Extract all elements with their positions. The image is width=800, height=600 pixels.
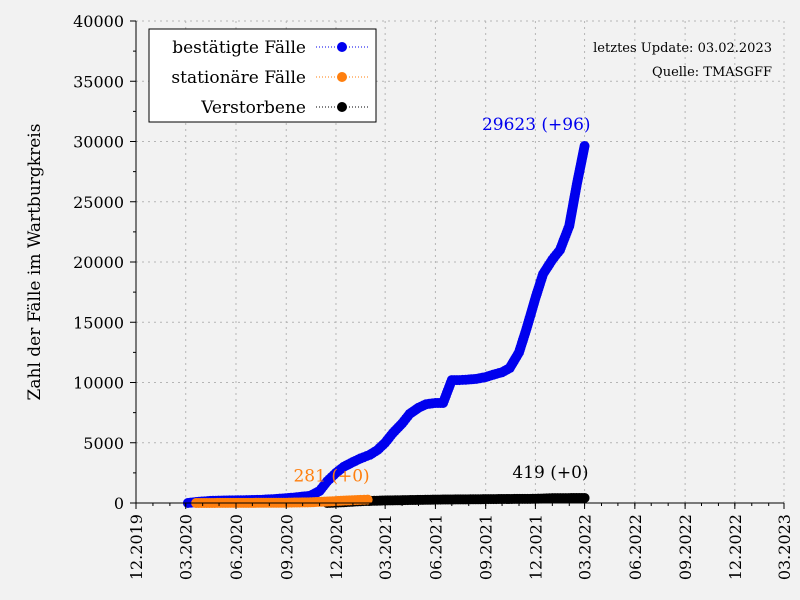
data-point xyxy=(579,492,590,503)
y-tick-label: 20000 xyxy=(73,253,124,272)
legend-marker xyxy=(337,42,347,52)
x-tick-label: 03.2022 xyxy=(576,514,595,580)
x-tick-label: 03.2020 xyxy=(177,514,196,580)
legend: bestätigte Fälle stationäre Fälle Verstorb… xyxy=(148,28,377,123)
x-tick-label: 03.2021 xyxy=(376,514,395,580)
legend-label: Verstorbene xyxy=(200,98,306,118)
x-tick-label: 03.2023 xyxy=(775,514,794,580)
x-tick-label: 12.2020 xyxy=(327,514,346,580)
x-tick-label: 12.2022 xyxy=(726,514,745,580)
y-tick-label: 0 xyxy=(114,494,124,513)
data-point xyxy=(362,494,373,505)
series-annotation: 419 (+0) xyxy=(512,463,588,483)
y-tick-label: 35000 xyxy=(73,72,124,91)
legend-label: bestätigte Fälle xyxy=(172,38,306,58)
y-tick-label: 40000 xyxy=(73,12,124,31)
x-tick-label: 06.2021 xyxy=(426,514,445,580)
legend-marker xyxy=(337,72,347,82)
x-tick-label: 06.2022 xyxy=(626,514,645,580)
axes: 0 5000 10000 15000 20000 25000 30000 35000 40000… xyxy=(73,12,794,580)
y-tick-label: 5000 xyxy=(83,434,124,453)
x-tick-label: 12.2021 xyxy=(526,514,545,580)
x-tick-label: 06.2020 xyxy=(227,514,246,580)
y-tick-label: 30000 xyxy=(73,133,124,152)
series-annotation: 281 (+0) xyxy=(293,467,369,487)
legend-label: stationäre Fälle xyxy=(171,68,306,88)
annotations: 29623 (+96) 281 (+0) 419 (+0) xyxy=(293,115,590,487)
x-tick-label: 09.2020 xyxy=(277,514,296,580)
y-tick-label: 25000 xyxy=(73,193,124,212)
x-tick-label: 09.2021 xyxy=(477,514,496,580)
x-tick-label: 12.2019 xyxy=(127,514,146,580)
y-tick-label: 10000 xyxy=(73,374,124,393)
source-note: Quelle: TMASGFF xyxy=(652,65,772,80)
y-tick-label: 15000 xyxy=(73,313,124,332)
data-point xyxy=(579,141,590,152)
y-axis-label: Zahl der Fälle im Wartburgkreis xyxy=(25,124,45,401)
x-tick-label: 09.2022 xyxy=(676,514,695,580)
series-annotation: 29623 (+96) xyxy=(482,115,591,135)
update-note: letztes Update: 03.02.2023 xyxy=(593,41,772,56)
legend-marker xyxy=(337,102,347,112)
